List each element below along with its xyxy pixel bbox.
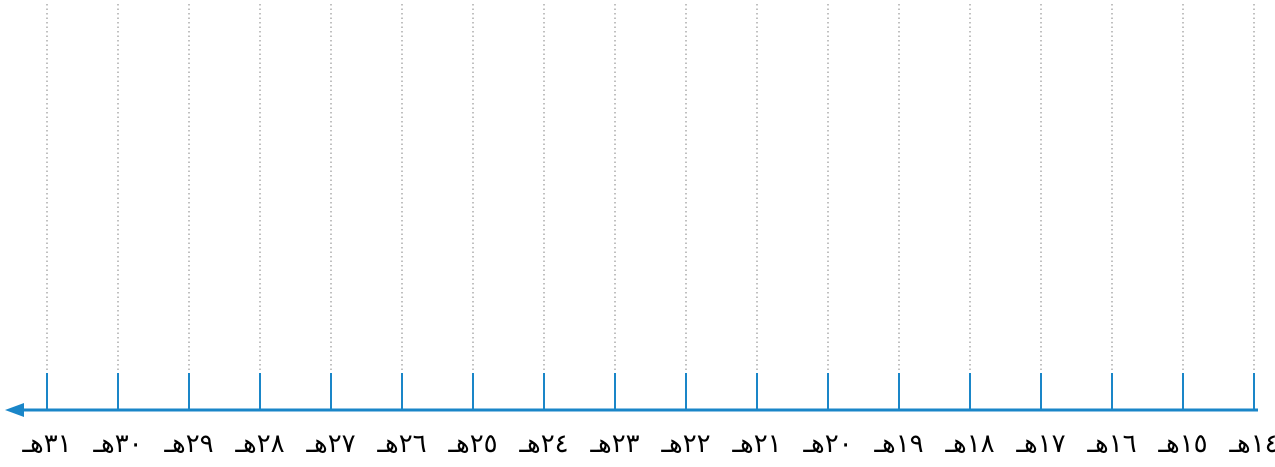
tick-label: ٢٢هـ bbox=[660, 429, 710, 459]
tick-label: ٢٣هـ bbox=[589, 429, 639, 459]
tick-label: ٣٠هـ bbox=[92, 429, 142, 459]
tick-label: ٢٦هـ bbox=[376, 429, 426, 459]
tick-label: ١٩هـ bbox=[873, 429, 923, 459]
tick-label: ٢٩هـ bbox=[163, 429, 213, 459]
tick-label: ١٥هـ bbox=[1157, 429, 1207, 459]
tick-label: ١٧هـ bbox=[1015, 429, 1065, 459]
axis-arrow-left-icon bbox=[5, 403, 24, 417]
tick-marks bbox=[46, 373, 1255, 410]
tick-label: ١٨هـ bbox=[944, 429, 994, 459]
tick-label: ٣١هـ bbox=[21, 429, 71, 459]
tick-label: ١٤هـ bbox=[1228, 429, 1275, 459]
tick-label: ٢٨هـ bbox=[234, 429, 284, 459]
tick-label: ٢٥هـ bbox=[447, 429, 497, 459]
tick-label: ٢٧هـ bbox=[305, 429, 355, 459]
axis bbox=[5, 403, 1258, 417]
tick-label: ٢١هـ bbox=[731, 429, 781, 459]
gridlines bbox=[46, 4, 1255, 373]
tick-label: ١٦هـ bbox=[1086, 429, 1136, 459]
tick-labels: ١٤هـ ١٥هـ ١٦هـ ١٧هـ ١٨هـ ١٩هـ ٢٠هـ ٢١هـ ٢٢هـ ٢٣هـ… bbox=[21, 429, 1275, 459]
tick-label: ٢٤هـ bbox=[518, 429, 568, 459]
tick-label: ٢٠هـ bbox=[802, 429, 852, 459]
